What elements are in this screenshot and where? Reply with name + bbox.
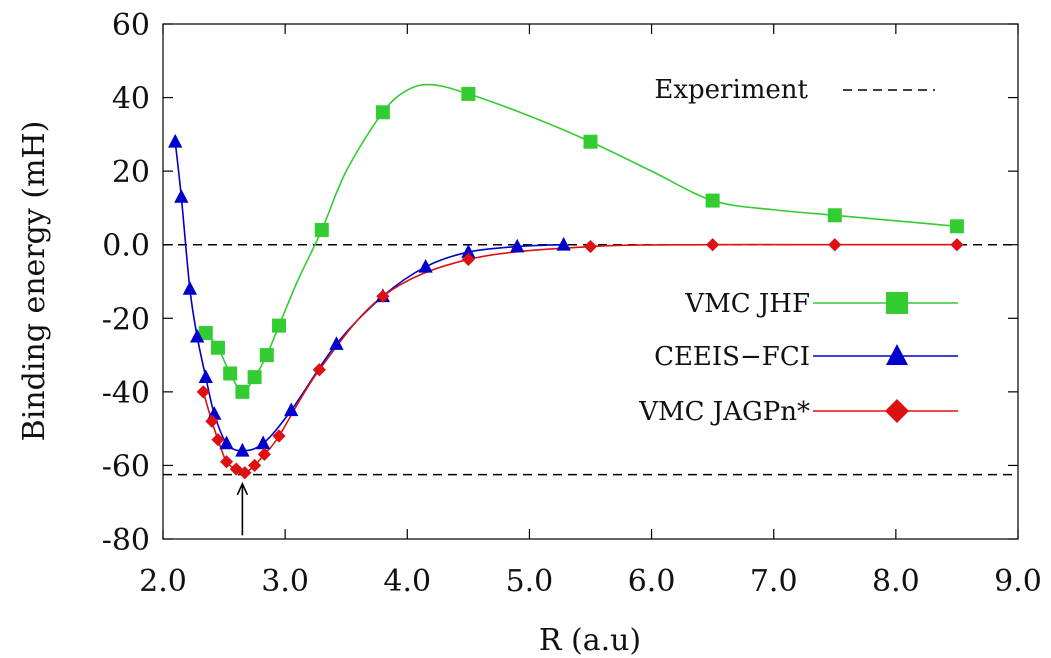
legend-swatch-marker-vmc-jhf xyxy=(886,292,908,314)
markers-layer xyxy=(168,86,964,480)
data-point-vmc-jagpn xyxy=(583,239,598,254)
data-point-ceeis-fci xyxy=(219,435,234,450)
data-point-vmc-jhf xyxy=(210,340,225,355)
x-tick-label: 7.0 xyxy=(750,564,798,599)
y-tick-label: 0.0 xyxy=(102,229,150,264)
data-point-vmc-jhf xyxy=(583,134,598,149)
series-line-ceeis-fci xyxy=(174,141,564,452)
y-tick-label: -20 xyxy=(102,302,150,337)
legend-label-vmc-jhf: VMC JHF xyxy=(684,289,810,319)
data-point-ceeis-fci xyxy=(461,244,476,258)
data-point-ceeis-fci xyxy=(256,435,271,450)
data-point-ceeis-fci xyxy=(168,133,183,148)
x-tick-label: 4.0 xyxy=(383,564,431,599)
data-point-ceeis-fci xyxy=(284,402,299,417)
data-point-vmc-jhf xyxy=(705,193,720,208)
data-point-vmc-jagpn xyxy=(272,429,286,443)
data-point-vmc-jhf xyxy=(223,366,238,381)
data-point-vmc-jagpn xyxy=(828,238,842,252)
y-tick-label: -80 xyxy=(102,523,150,558)
x-tick-label: 6.0 xyxy=(628,564,676,599)
data-point-vmc-jagpn xyxy=(219,455,234,469)
series-line-vmc-jagpn xyxy=(202,243,957,474)
legend-label-experiment: Experiment xyxy=(654,75,808,105)
data-point-vmc-jagpn xyxy=(706,238,720,252)
reference-lines-layer xyxy=(163,243,1018,536)
data-point-vmc-jagpn xyxy=(312,363,326,377)
data-point-vmc-jagpn xyxy=(950,238,964,252)
data-point-vmc-jagpn xyxy=(257,447,271,461)
data-point-vmc-jagpn xyxy=(205,414,219,428)
y-tick-label: 40 xyxy=(112,82,150,117)
data-point-vmc-jhf xyxy=(827,208,842,223)
y-tick-label: 60 xyxy=(112,8,150,43)
legend: Experiment VMC JHF CEEIS−FCI VMC JAGPn* xyxy=(638,75,958,427)
x-tick-label: 2.0 xyxy=(139,564,187,599)
legend-swatch-marker-ceeis-fci xyxy=(886,344,908,365)
data-point-vmc-jagpn xyxy=(461,252,475,267)
data-point-ceeis-fci xyxy=(190,328,205,343)
data-point-vmc-jhf xyxy=(259,348,274,363)
data-point-vmc-jhf xyxy=(375,105,390,120)
legend-label-vmc-jagpn: VMC JAGPn* xyxy=(638,397,810,427)
data-point-vmc-jagpn xyxy=(196,385,210,399)
data-point-vmc-jagpn xyxy=(229,462,243,476)
y-tick-label: -40 xyxy=(102,376,150,411)
x-tick-label: 9.0 xyxy=(994,564,1042,599)
x-axis-title: R (a.u) xyxy=(539,623,641,658)
data-point-ceeis-fci xyxy=(556,236,571,251)
y-tick-label: -60 xyxy=(102,449,150,484)
plot-frame xyxy=(162,23,1019,540)
data-point-ceeis-fci xyxy=(174,189,189,203)
x-tick-label: 5.0 xyxy=(506,564,554,599)
axis-ticks-layer: 2.0 3.0 4.0 5.0 6.0 7.0 8.0 9.0 60 40 20 0.0 -20 -40 -… xyxy=(102,8,1042,599)
series-line-vmc-jhf xyxy=(205,83,958,393)
data-point-vmc-jagpn xyxy=(376,289,390,303)
data-point-vmc-jhf xyxy=(272,318,287,333)
data-point-vmc-jhf xyxy=(314,223,329,237)
legend-swatch-marker-vmc-jagpn xyxy=(885,399,909,423)
x-tick-label: 8.0 xyxy=(872,564,920,599)
data-point-ceeis-fci xyxy=(329,336,344,350)
data-point-vmc-jhf xyxy=(198,326,213,340)
data-point-vmc-jagpn xyxy=(248,458,262,473)
data-point-ceeis-fci xyxy=(198,369,213,383)
y-tick-label: 20 xyxy=(112,155,150,190)
y-axis-title: Binding energy (mH) xyxy=(17,121,52,442)
minimum-arrow-head xyxy=(236,481,249,496)
data-point-ceeis-fci xyxy=(418,258,433,273)
legend-label-ceeis-fci: CEEIS−FCI xyxy=(654,342,810,372)
data-point-ceeis-fci xyxy=(510,238,525,253)
data-point-vmc-jhf xyxy=(949,219,964,234)
data-point-vmc-jhf xyxy=(461,86,476,101)
data-point-vmc-jhf xyxy=(235,384,250,399)
data-point-ceeis-fci xyxy=(182,281,198,295)
data-point-vmc-jagpn xyxy=(238,466,252,480)
data-point-vmc-jhf xyxy=(247,370,262,385)
data-point-ceeis-fci xyxy=(235,442,250,457)
x-tick-label: 3.0 xyxy=(261,564,309,599)
data-point-vmc-jagpn xyxy=(211,433,225,447)
